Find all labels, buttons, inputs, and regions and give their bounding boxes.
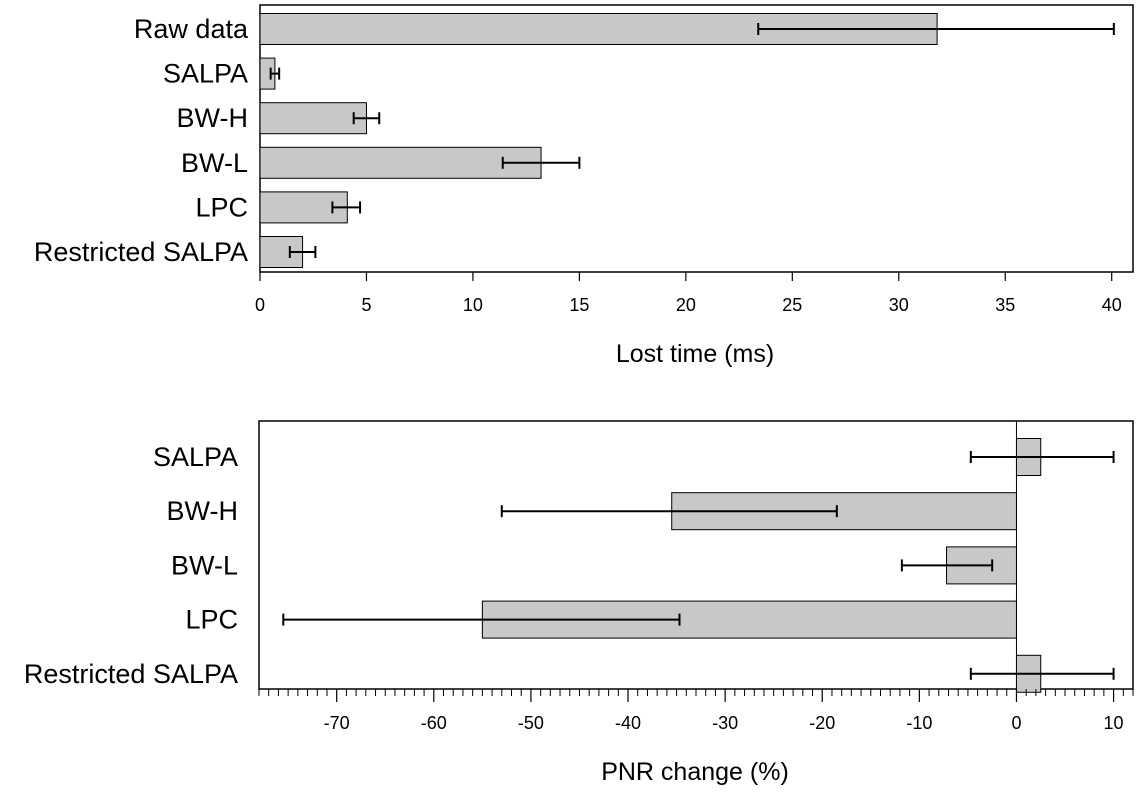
tick-label: 25	[782, 295, 802, 315]
tick-label: 10	[463, 295, 483, 315]
tick-label: 5	[361, 295, 371, 315]
tick-label: 20	[676, 295, 696, 315]
category-label: LPC	[195, 192, 248, 222]
tick-label: -70	[324, 713, 350, 733]
category-label: Raw data	[134, 14, 249, 44]
tick-label: 0	[1011, 713, 1021, 733]
tick-label: -50	[518, 713, 544, 733]
tick-label: 40	[1102, 295, 1122, 315]
tick-label: 30	[889, 295, 909, 315]
tick-label: 35	[995, 295, 1015, 315]
x-axis-title: PNR change (%)	[601, 758, 789, 786]
plot-frame	[259, 4, 1134, 273]
tick-label: -20	[809, 713, 835, 733]
category-label: BW-H	[177, 103, 249, 133]
tick-label: -40	[615, 713, 641, 733]
bar	[259, 102, 367, 135]
tick-label: -60	[421, 713, 447, 733]
category-label: SALPA	[163, 59, 248, 89]
category-label: Restricted SALPA	[24, 659, 238, 689]
category-label: SALPA	[153, 442, 238, 472]
category-label: BW-L	[171, 550, 238, 580]
category-label: BW-H	[167, 496, 239, 526]
tick-label: 0	[255, 295, 265, 315]
category-label: Restricted SALPA	[34, 237, 248, 267]
tick-label: 15	[569, 295, 589, 315]
category-label: LPC	[185, 605, 238, 635]
chart-panel-2: SALPA BW-H BW-L LPC Restricted SALPA -70 -60 -5…	[24, 420, 1134, 786]
x-axis-title: Lost time (ms)	[616, 340, 774, 368]
category-label: BW-L	[181, 148, 248, 178]
chart-panel-1: Raw data SALPA BW-H BW-L LPC Restricted SALPA…	[34, 4, 1134, 368]
tick-label: -10	[906, 713, 932, 733]
bar	[259, 146, 542, 179]
tick-label: 10	[1104, 713, 1124, 733]
tick-label: -30	[712, 713, 738, 733]
